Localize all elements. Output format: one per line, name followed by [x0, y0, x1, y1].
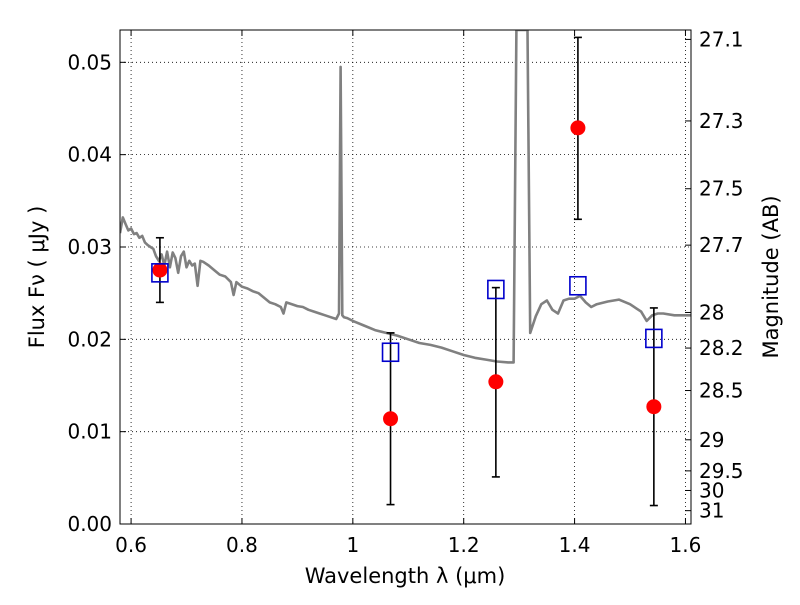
axes: 0.6 0.8 1 1.2 1.4 1.6 0.00 0.01 0.02 0.03 0.04 0.05… — [67, 27, 743, 557]
observed-point — [383, 411, 399, 427]
x-tick-label: 1.6 — [670, 533, 702, 557]
plot-frame — [119, 29, 692, 525]
y2-tick-label: 30 — [699, 478, 724, 502]
y-tick-label: 0.05 — [67, 50, 112, 74]
observed-point — [152, 262, 168, 278]
y2-tick-label: 28.5 — [699, 379, 744, 403]
y-axis-title: Flux Fν ( μJy ) — [25, 206, 49, 349]
y-tick-label: 0.03 — [67, 235, 112, 259]
observed-point — [488, 374, 504, 390]
y2-tick-label: 29.5 — [699, 459, 744, 483]
x-tick-label: 1 — [346, 533, 359, 557]
observed-point — [570, 120, 586, 136]
y-tick-label: 0.02 — [67, 327, 112, 351]
y2-tick-label: 28 — [699, 300, 724, 324]
y-tick-label: 0.01 — [67, 420, 112, 444]
x-tick-label: 1.2 — [448, 533, 480, 557]
model-point — [381, 342, 400, 363]
model-point — [645, 328, 663, 349]
x-tick-label: 1.4 — [559, 533, 591, 557]
model-point — [569, 275, 587, 296]
y2-axis-title: Magnitude (AB) — [759, 195, 783, 358]
y2-tick-label: 29 — [699, 428, 724, 452]
x-tick-label: 0.8 — [226, 533, 258, 557]
grid — [120, 30, 691, 525]
spectrum-line — [120, 30, 691, 364]
y2-tick-label: 31 — [699, 499, 724, 523]
y2-tick-label: 27.3 — [699, 109, 744, 133]
model-point — [151, 263, 169, 283]
observed-point — [646, 399, 662, 415]
y2-tick-label: 27.1 — [699, 27, 744, 51]
plot-area — [120, 30, 691, 507]
y2-tick-label: 28.2 — [699, 336, 744, 360]
model-point — [487, 279, 505, 300]
x-axis-title: Wavelength λ (μm) — [305, 564, 506, 588]
y-tick-label: 0.00 — [67, 512, 112, 536]
x-tick-label: 0.6 — [115, 533, 147, 557]
y2-tick-label: 27.7 — [699, 233, 744, 257]
y-tick-label: 0.04 — [67, 143, 112, 167]
y2-tick-label: 27.5 — [699, 177, 744, 201]
